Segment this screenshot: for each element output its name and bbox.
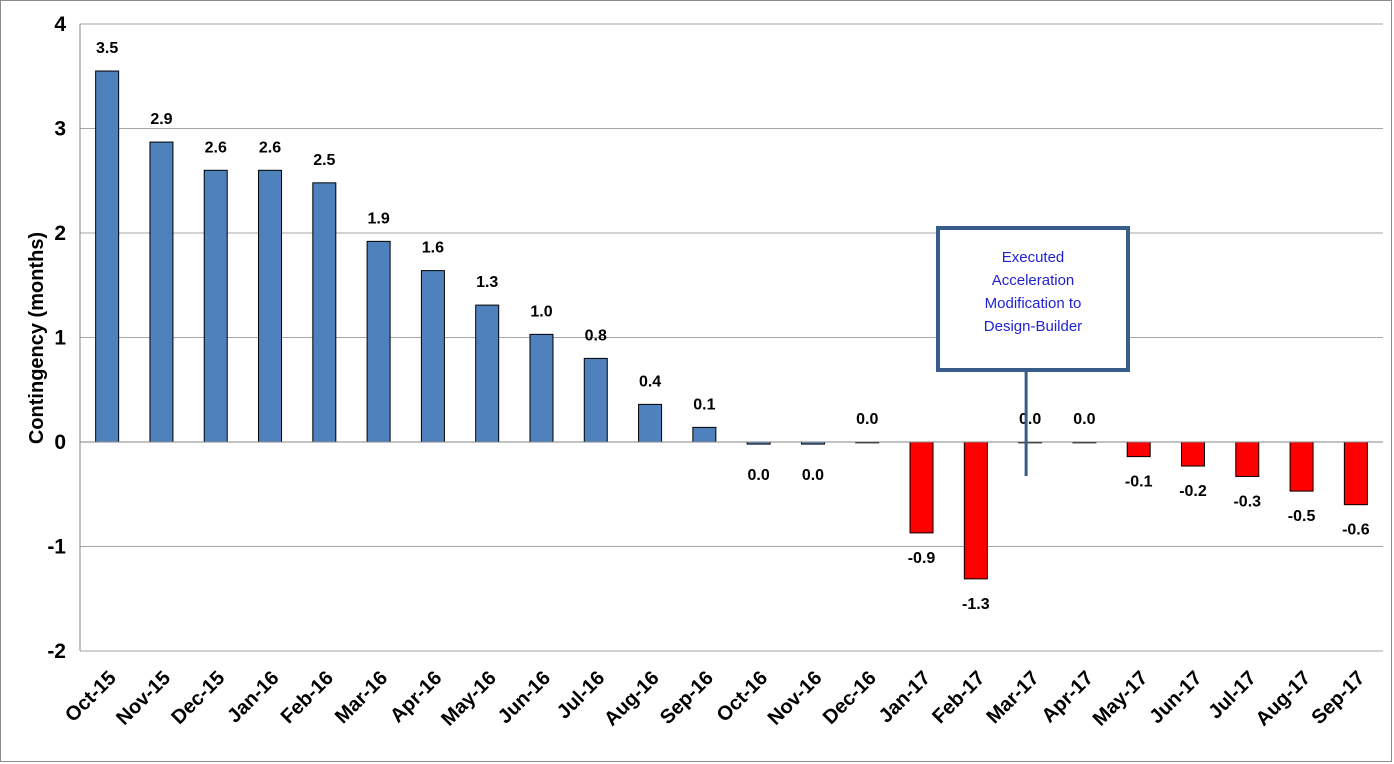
annotation-box [936,226,1130,372]
bar-feb-16 [312,182,337,443]
data-label: 1.9 [367,210,389,227]
x-axis: Oct-15Nov-15Dec-15Jan-16Feb-16Mar-16Apr-… [61,667,1369,731]
x-tick-label: Sep-16 [656,667,718,729]
data-label: 2.6 [259,139,281,156]
x-tick-label: Sep-17 [1307,667,1369,729]
y-tick-label: -1 [47,536,66,559]
bar-oct-15 [95,70,120,443]
data-label: 0.0 [748,467,770,484]
annotation-line: Executed [1002,249,1065,266]
bar-feb-17 [963,441,988,580]
bar-sep-16 [692,426,717,443]
annotation-line: Acceleration [992,272,1075,289]
data-label: 2.9 [150,111,172,128]
bar-nov-15 [149,141,174,443]
y-tick-label: -2 [47,640,66,663]
bar-aug-17 [1289,441,1314,492]
bar-apr-16 [420,270,445,443]
annotation-callout: Executed Acceleration Modification to Desig… [936,226,1130,476]
data-label: 0.0 [802,467,824,484]
bar-jul-17 [1235,441,1260,477]
data-label: 0.0 [1073,411,1095,428]
bar-jan-16 [258,169,283,443]
data-label: 1.0 [530,303,552,320]
x-tick-label: Mar-16 [331,667,392,728]
data-label: 0.4 [639,373,661,390]
bar-mar-16 [366,240,391,443]
x-tick-label: Dec-16 [819,667,881,729]
x-tick-label: Mar-17 [982,667,1043,728]
x-tick-label: Jun-16 [494,667,555,728]
y-tick-label: 4 [54,13,66,36]
y-tick-label: 3 [54,118,66,141]
data-label: -0.3 [1233,493,1261,510]
bars [80,70,1383,580]
bar-jul-16 [583,357,608,443]
data-label: -0.1 [1125,474,1153,491]
y-tick-label: 1 [54,327,66,350]
data-label: 2.6 [205,139,227,156]
x-tick-label: Feb-16 [277,667,338,728]
bar-aug-16 [638,403,663,443]
x-tick-label: Feb-17 [928,667,989,728]
bar-dec-15 [203,169,228,443]
x-tick-label: Oct-15 [61,667,121,727]
y-axis: -2 -1 0 1 2 3 4 [47,13,81,663]
bar-may-16 [475,304,500,443]
data-label: 0.1 [693,396,715,413]
x-tick-label: Jan-16 [223,667,283,727]
data-label: -0.6 [1342,522,1370,539]
x-tick-label: Oct-16 [713,667,773,727]
y-tick-label: 2 [54,222,66,245]
x-tick-label: Jun-17 [1145,667,1206,728]
y-tick-label: 0 [54,431,66,454]
annotation-line: Modification to [985,295,1082,312]
x-tick-label: May-17 [1089,667,1153,731]
bar-jun-16 [529,333,554,443]
bar-jun-17 [1180,441,1205,467]
data-label: 0.0 [1019,411,1041,428]
x-tick-label: Apr-17 [1038,667,1098,727]
data-label: 0.0 [856,411,878,428]
x-tick-label: Apr-16 [386,667,446,727]
data-label: -0.5 [1288,508,1316,525]
x-tick-label: Dec-15 [167,667,229,729]
data-label: 3.5 [96,40,118,57]
data-label: 1.3 [476,274,498,291]
data-label: -1.3 [962,596,990,613]
annotation-line: Design-Builder [984,318,1082,335]
data-label: 2.5 [313,152,335,169]
bar-jan-17 [909,441,934,534]
annotation-text: Executed Acceleration Modification to Desig… [984,249,1082,335]
x-tick-label: Jan-17 [875,667,935,727]
data-label: -0.9 [908,550,936,567]
x-tick-label: Aug-17 [1252,667,1315,730]
data-label: -0.2 [1179,483,1207,500]
bar-may-17 [1126,441,1151,458]
x-tick-label: Nov-16 [764,667,827,730]
x-tick-label: Aug-16 [600,667,663,730]
y-axis-title: Contingency (months) [26,232,48,444]
data-label: 0.8 [585,327,607,344]
data-labels: 3.5 2.9 2.6 2.6 2.5 1.9 1.6 1.3 1.0 0.8 0.4 0.1 0.0 0… [96,40,1370,613]
x-tick-label: Nov-15 [112,667,175,730]
bar-sep-17 [1343,441,1368,506]
x-tick-label: May-16 [437,667,501,731]
data-label: 1.6 [422,240,444,257]
